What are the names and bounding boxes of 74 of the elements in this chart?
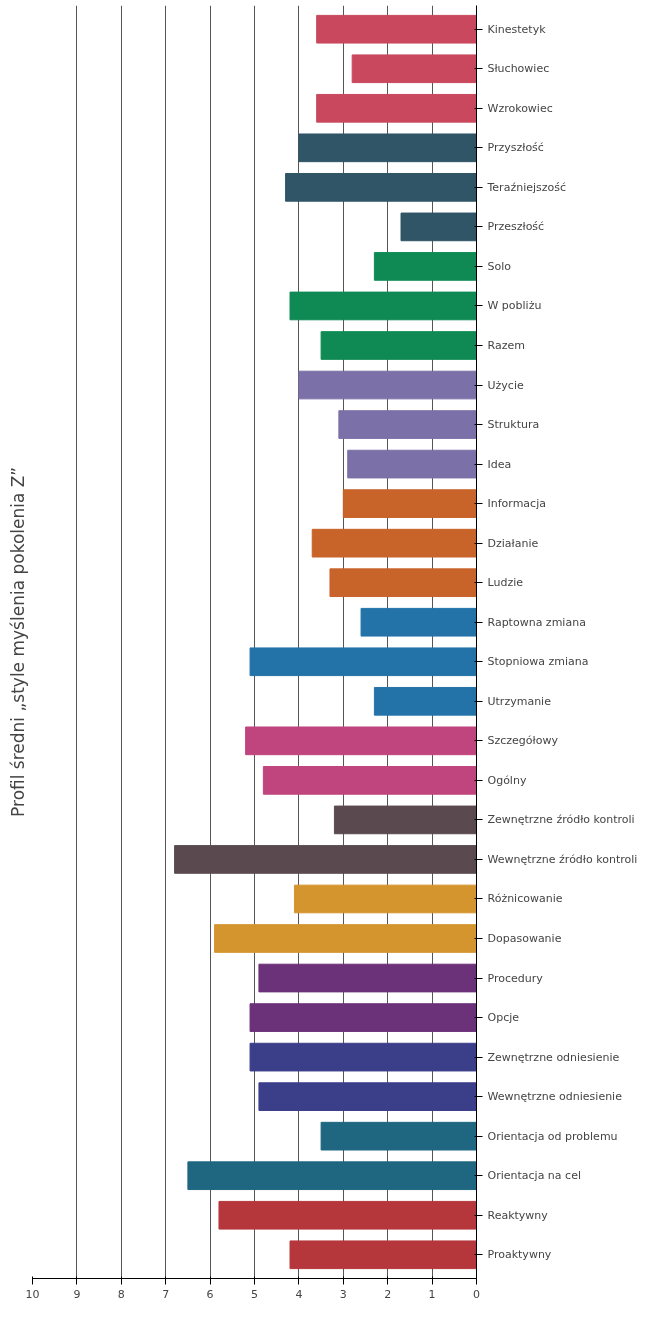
y-tick-label: Orientacja na cel [487, 1169, 581, 1183]
y-tick-label: Informacja [487, 497, 546, 511]
bar [338, 410, 477, 439]
x-tick-label: 5 [251, 1287, 258, 1301]
y-tick-label: Orientacja od problemu [487, 1129, 618, 1143]
y-tick-label: Użycie [487, 378, 524, 392]
y-tick-label: Wewnętrzne źródło kontroli [487, 852, 638, 866]
y-tick-label: Ludzie [487, 576, 524, 590]
y-tick-label: Raptowna zmiana [487, 615, 586, 629]
y-tick-label: Idea [487, 457, 512, 471]
bar [311, 528, 477, 558]
y-tick-label: Różnicowanie [487, 892, 563, 906]
bar [249, 647, 477, 677]
x-tick-label: 4 [295, 1287, 303, 1301]
y-tick-label: Reaktywny [487, 1208, 549, 1222]
x-tick-label: 0 [473, 1287, 480, 1301]
y-tick-label: Szczegółowy [487, 734, 559, 748]
bar [316, 14, 477, 44]
bar [187, 1161, 477, 1191]
y-tick-label: Wzrokowiec [487, 101, 553, 115]
bar [342, 489, 477, 518]
bar [285, 173, 477, 202]
text: Profil średni „style myślenia pokolenia Z” [7, 467, 28, 817]
y-tick-label: Stopniowa zmiana [487, 655, 589, 669]
y-tick-label: Struktura [487, 418, 540, 432]
y-tick-label: Przeszłość [487, 220, 545, 234]
bar [347, 449, 477, 479]
y-tick-label: Zewnętrzne odniesienie [487, 1050, 620, 1064]
bar [214, 924, 477, 953]
bar [373, 252, 477, 281]
bar [400, 212, 477, 242]
y-tick-label: Opcje [487, 1011, 520, 1025]
y-tick-label: Teraźniejszość [486, 180, 567, 194]
y-tick-label: Kinestetyk [487, 22, 547, 36]
bar [258, 963, 477, 993]
x-tick-label: 1 [428, 1287, 436, 1301]
bar [329, 568, 477, 598]
bar [289, 1240, 477, 1270]
y-tick-label: Proaktywny [487, 1248, 552, 1262]
x-tick-label: 2 [384, 1287, 392, 1301]
y-tick-label: Zewnętrzne źródło kontroli [487, 813, 635, 827]
bar [262, 766, 477, 795]
bar [298, 133, 477, 163]
bar [245, 726, 477, 756]
bar [289, 291, 477, 321]
bar [373, 686, 477, 716]
y-tick-label: Wewnętrzne odniesienie [487, 1090, 623, 1104]
y-tick-label: Procedury [487, 971, 544, 985]
bar [298, 370, 477, 400]
x-tick-label: 3 [339, 1287, 347, 1301]
y-tick-label: Przyszłość [487, 141, 544, 155]
bar [293, 884, 477, 914]
y-tick-label: Słuchowiec [487, 62, 550, 76]
bar [360, 607, 477, 637]
bar [316, 93, 477, 123]
bar [218, 1200, 477, 1230]
y-tick-label: Solo [487, 259, 512, 273]
bar [320, 331, 477, 360]
x-tick-label: 7 [162, 1287, 170, 1301]
bar [249, 1042, 477, 1072]
y-tick-label: Dopasowanie [487, 932, 562, 946]
bar [351, 54, 477, 84]
bar [258, 1082, 477, 1111]
y-tick-label: Razem [487, 338, 525, 352]
y-tick-label: Utrzymanie [487, 694, 552, 708]
y-tick-label: Działanie [487, 536, 539, 550]
y-tick-label: W pobliżu [487, 299, 542, 313]
y-tick-label: Ogólny [487, 773, 527, 787]
x-tick-label: 10 [25, 1287, 40, 1301]
x-tick-label: 8 [117, 1287, 125, 1301]
x-tick-label: 9 [73, 1287, 81, 1301]
bar [249, 1003, 477, 1032]
x-tick-label: 6 [206, 1287, 214, 1301]
bar [320, 1121, 477, 1151]
